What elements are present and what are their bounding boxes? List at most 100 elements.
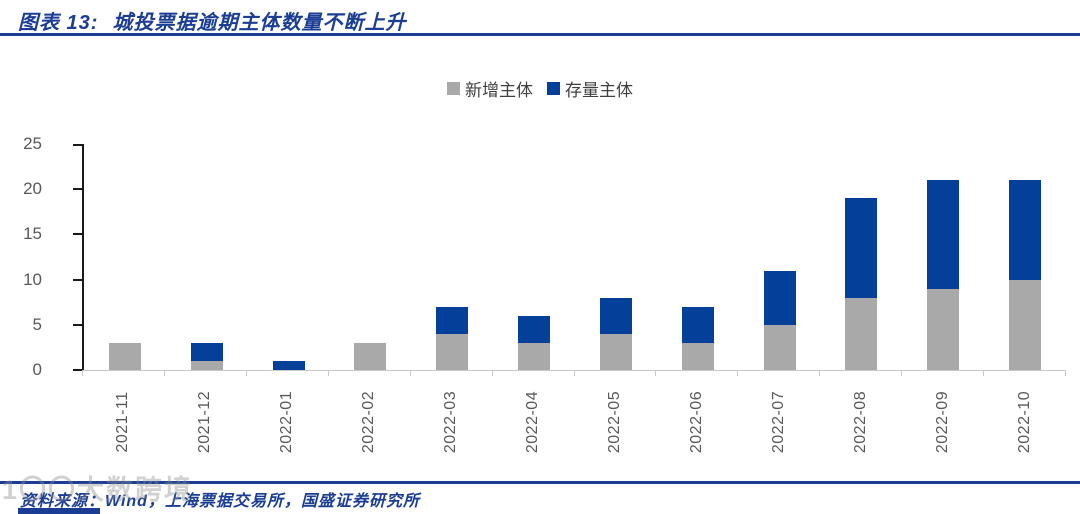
y-axis-label: 5 [32, 314, 42, 334]
x-label-slot: 2022-04 [492, 378, 574, 466]
footer-divider [0, 481, 1080, 484]
legend-item-new: 新增主体 [447, 76, 533, 101]
y-axis-tick [73, 278, 82, 281]
y-axis-label: 10 [23, 269, 42, 289]
bar-segment-stock [518, 315, 551, 343]
x-label-slot: 2022-08 [820, 378, 902, 466]
x-label-slot: 2021-11 [82, 378, 164, 466]
x-axis-label: 2021-12 [196, 390, 213, 454]
stacked-bar [599, 297, 632, 370]
x-label-slot: 2022-03 [410, 378, 492, 466]
stacked-bar [927, 180, 960, 370]
x-axis-ticks [82, 370, 1067, 376]
bar-segment-stock [681, 306, 714, 343]
y-axis-label: 0 [32, 360, 42, 379]
bar-segment-stock [1009, 180, 1042, 280]
plot-area [73, 144, 1066, 371]
x-axis-label: 2021-11 [114, 391, 131, 453]
x-axis-label: 2022-08 [852, 390, 869, 454]
x-axis-tick [247, 370, 329, 376]
stacked-bar [436, 306, 469, 370]
bar-group-2022-06 [657, 144, 739, 370]
bar-segment-new [763, 324, 796, 370]
y-axis-tick [73, 369, 82, 371]
x-axis-tick [83, 370, 165, 376]
y-axis-tick [73, 323, 82, 326]
stacked-bar [681, 306, 714, 370]
bottom-accent-bar [18, 508, 100, 514]
x-label-slot: 2022-05 [574, 378, 656, 466]
x-axis-tick [165, 370, 247, 376]
x-axis-label: 2022-01 [278, 390, 295, 454]
bar-segment-new [681, 342, 714, 370]
y-axis-label: 25 [23, 134, 42, 153]
stacked-bar [272, 360, 305, 370]
bar-group-2022-08 [820, 144, 902, 370]
x-label-slot: 2022-01 [246, 378, 328, 466]
stacked-bar-chart: 0 5 10 15 20 25 2021-11 2021-12 2022-01 2022-02 2… [0, 120, 1080, 470]
bar-segment-new [436, 333, 469, 370]
bar-segment-new [518, 342, 551, 370]
bar-segment-new [927, 288, 960, 370]
x-axis-tick [902, 370, 985, 376]
bar-group-2022-04 [493, 144, 575, 370]
x-axis-tick [820, 370, 903, 376]
bar-segment-stock [599, 297, 632, 334]
x-axis-label: 2022-03 [442, 390, 459, 454]
legend-label-stock: 存量主体 [565, 81, 633, 100]
chart-title-text: 城投票据逾期主体数量不断上升 [112, 12, 407, 34]
source-note: 资料来源：Wind，上海票据交易所，国盛证券研究所 [20, 493, 420, 510]
legend-item-stock: 存量主体 [547, 76, 633, 101]
bar-group-2022-09 [902, 144, 984, 370]
legend-swatch-blue-icon [547, 82, 560, 95]
x-axis-label: 2022-07 [770, 390, 787, 454]
x-axis-tick [493, 370, 575, 376]
bar-segment-stock [190, 342, 223, 361]
x-axis-tick [411, 370, 493, 376]
bar-segment-new [108, 342, 141, 370]
bar-segment-new [354, 342, 387, 370]
legend-swatch-gray-icon [447, 82, 460, 95]
x-label-slot: 2021-12 [164, 378, 246, 466]
bar-segment-new [845, 297, 878, 370]
x-label-slot: 2022-10 [984, 378, 1066, 466]
x-axis-label: 2022-10 [1016, 390, 1033, 454]
bar-group-2022-10 [984, 144, 1066, 370]
stacked-bar [354, 342, 387, 370]
bar-group-2022-02 [329, 144, 411, 370]
y-axis-tick [73, 144, 82, 146]
x-label-slot: 2022-06 [656, 378, 738, 466]
bar-group-2021-12 [166, 144, 248, 370]
y-axis-labels: 0 5 10 15 20 25 [0, 134, 62, 379]
bar-segment-stock [763, 270, 796, 325]
stacked-bar [518, 315, 551, 370]
stacked-bar [108, 342, 141, 370]
bar-group-2022-07 [739, 144, 821, 370]
x-axis-tick [575, 370, 657, 376]
bar-segment-new [190, 360, 223, 370]
x-axis-label: 2022-02 [360, 390, 377, 454]
x-axis-label: 2022-09 [934, 390, 951, 454]
bar-segment-stock [927, 180, 960, 289]
x-axis-tick [738, 370, 821, 376]
chart-title: 图表 13: 城投票据逾期主体数量不断上升 [18, 6, 406, 35]
title-divider [0, 33, 1080, 36]
bar-segment-new [1009, 279, 1042, 370]
x-axis-tick [656, 370, 739, 376]
bar-group-2022-05 [575, 144, 657, 370]
y-axis-tick [73, 233, 82, 236]
legend-label-new: 新增主体 [465, 81, 533, 100]
bar-group-2021-11 [84, 144, 166, 370]
bar-segment-stock [845, 198, 878, 298]
x-axis-label: 2022-04 [524, 390, 541, 454]
chart-legend: 新增主体 存量主体 [0, 76, 1080, 101]
x-axis-labels: 2021-11 2021-12 2022-01 2022-02 2022-03 2022-… [82, 378, 1066, 466]
x-axis-label: 2022-05 [606, 390, 623, 454]
bar-segment-new [599, 333, 632, 370]
stacked-bar [845, 198, 878, 370]
bar-segment-stock [436, 306, 469, 334]
x-axis-label: 2022-06 [688, 390, 705, 454]
y-axis-tick [73, 188, 82, 191]
bar-segment-stock [272, 360, 305, 370]
